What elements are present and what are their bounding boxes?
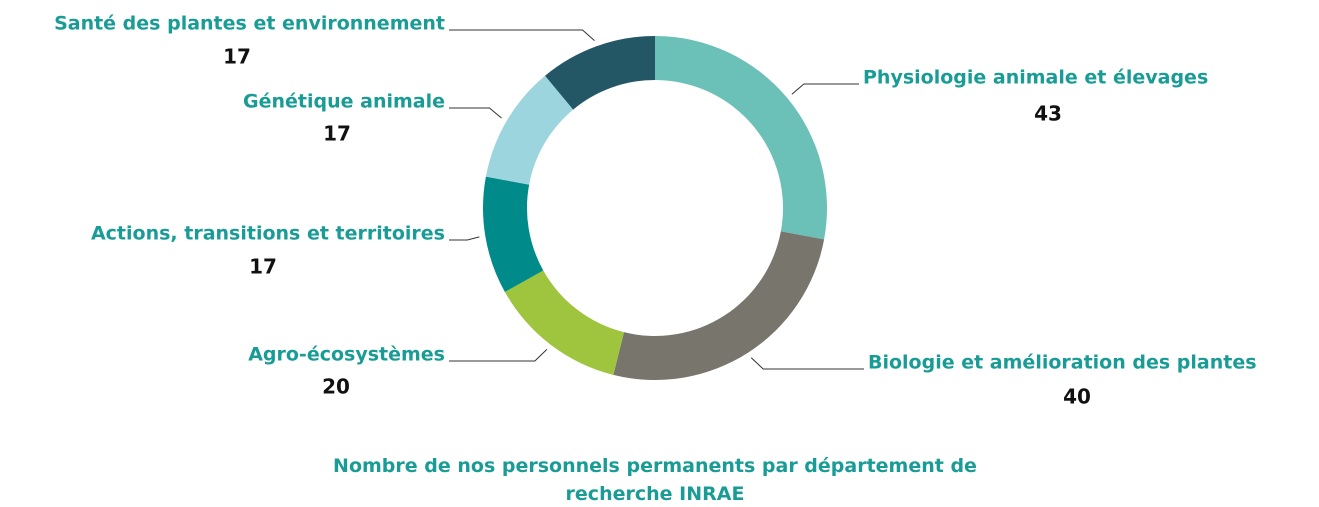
leader-line bbox=[449, 349, 548, 362]
leader-line bbox=[791, 83, 859, 95]
donut-segment bbox=[613, 231, 825, 381]
segment-value: 17 bbox=[323, 122, 351, 146]
leader-line bbox=[449, 107, 502, 119]
donut-segment bbox=[655, 36, 827, 240]
donut-segment bbox=[504, 270, 624, 375]
donut-segment bbox=[485, 75, 574, 185]
segment-value: 20 bbox=[322, 375, 350, 399]
chart-title: Nombre de nos personnels permanents par … bbox=[333, 455, 977, 505]
leader-line bbox=[449, 236, 480, 241]
segment-value: 40 bbox=[1063, 385, 1091, 409]
donut-segment bbox=[482, 176, 544, 292]
segment-label: Biologie et amélioration des plantes bbox=[868, 352, 1257, 374]
segment-label: Agro-écosystèmes bbox=[248, 344, 445, 366]
segment-value: 43 bbox=[1034, 102, 1062, 126]
segment-label: Actions, transitions et territoires bbox=[91, 223, 445, 245]
donut-segment bbox=[545, 36, 655, 110]
segment-value: 17 bbox=[223, 45, 251, 69]
leader-line bbox=[449, 29, 595, 41]
segment-label: Physiologie animale et élevages bbox=[863, 67, 1208, 89]
leader-line bbox=[750, 357, 864, 370]
segment-label: Génétique animale bbox=[243, 91, 445, 113]
segment-value: 17 bbox=[249, 255, 277, 279]
segment-label: Santé des plantes et environnement bbox=[54, 13, 445, 35]
